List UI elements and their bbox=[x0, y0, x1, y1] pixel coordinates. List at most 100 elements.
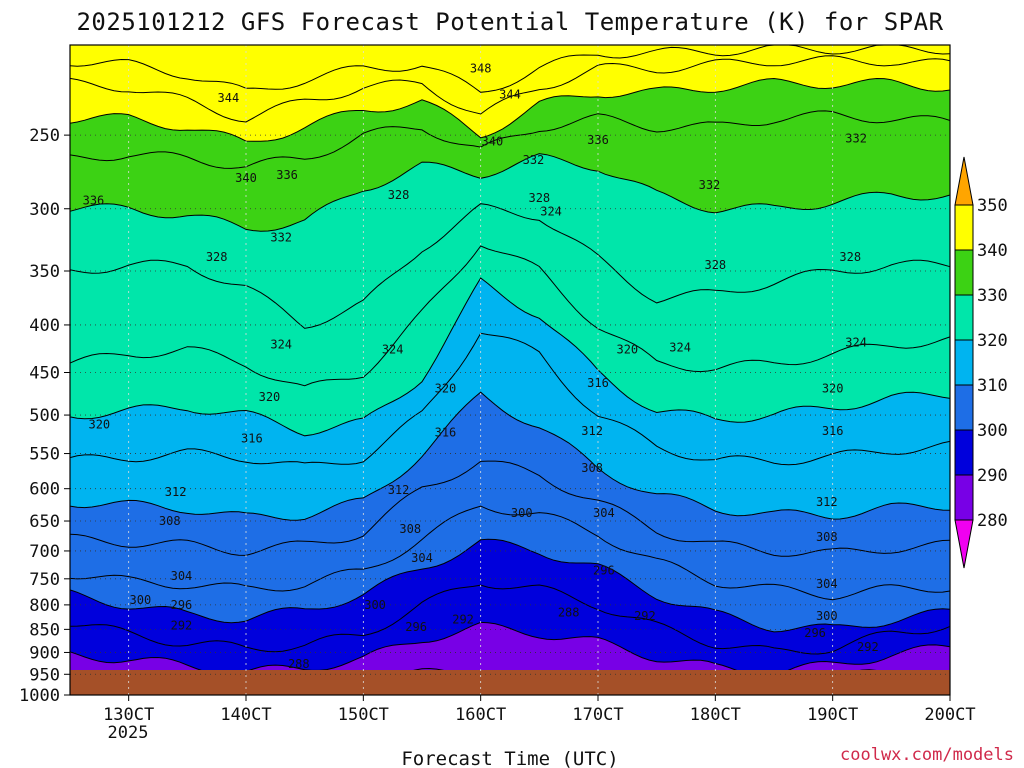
contour-label: 328 bbox=[388, 188, 410, 202]
contour-label: 332 bbox=[270, 230, 292, 244]
contour-316 bbox=[69, 332, 951, 466]
contour-label: 312 bbox=[581, 424, 603, 438]
y-tick-label: 450 bbox=[29, 364, 60, 384]
colorbar-tick-label: 330 bbox=[977, 286, 1008, 306]
chart-title: 2025101212 GFS Forecast Potential Temper… bbox=[76, 8, 943, 36]
contour-336 bbox=[69, 110, 951, 169]
contour-label: 292 bbox=[452, 613, 474, 627]
contour-label: 328 bbox=[206, 250, 228, 264]
contour-label: 316 bbox=[435, 425, 457, 439]
contour-label: 320 bbox=[435, 381, 457, 395]
contour-320 bbox=[69, 277, 951, 437]
contour-label: 292 bbox=[171, 619, 193, 633]
y-tick-label: 700 bbox=[29, 542, 60, 562]
surface-ground bbox=[70, 670, 950, 695]
colorbar-segment-300 bbox=[954, 429, 974, 476]
contour-label: 300 bbox=[364, 598, 386, 612]
contour-label: 348 bbox=[470, 62, 492, 76]
y-tick-label: 500 bbox=[29, 406, 60, 426]
contour-label: 312 bbox=[165, 485, 187, 499]
contour-label: 324 bbox=[382, 342, 404, 356]
x-tick-label: 180CT bbox=[690, 705, 741, 725]
x-tick-label: 190CT bbox=[807, 705, 858, 725]
contour-348 bbox=[69, 44, 951, 93]
colorbar: 350 340 330 320 310 300 290 280 bbox=[954, 156, 1008, 569]
contour-324 bbox=[69, 245, 951, 387]
contour-label: 320 bbox=[822, 381, 844, 395]
colorbar-tick-label: 320 bbox=[977, 331, 1008, 351]
contour-label: 308 bbox=[399, 522, 421, 536]
contour-label: 332 bbox=[699, 178, 721, 192]
contour-label: 296 bbox=[804, 626, 826, 640]
x-year-label: 2025 bbox=[108, 723, 149, 743]
colorbar-segment-310 bbox=[954, 384, 974, 431]
colorbar-segment-350 bbox=[954, 204, 974, 251]
contour-label: 336 bbox=[83, 194, 105, 208]
contour-label: 336 bbox=[587, 133, 609, 147]
contour-312 bbox=[69, 391, 951, 521]
contour-label: 308 bbox=[159, 514, 181, 528]
contour-label: 332 bbox=[523, 153, 545, 167]
colorbar-arrow-top bbox=[954, 156, 974, 206]
grid-lines bbox=[70, 45, 950, 695]
contour-label: 328 bbox=[528, 191, 550, 205]
colorbar-segment-330 bbox=[954, 294, 974, 341]
y-tick-label: 600 bbox=[29, 480, 60, 500]
contour-label: 300 bbox=[130, 593, 152, 607]
y-tick-label: 950 bbox=[29, 665, 60, 685]
x-tick-label: 150CT bbox=[338, 705, 389, 725]
contour-label: 316 bbox=[587, 376, 609, 390]
contour-label: 292 bbox=[857, 640, 879, 654]
colorbar-tick-label: 350 bbox=[977, 196, 1008, 216]
colorbar-segment-340 bbox=[954, 249, 974, 296]
colorbar-segment-290 bbox=[954, 474, 974, 521]
contour-label: 300 bbox=[511, 506, 533, 520]
y-tick-label: 650 bbox=[29, 512, 60, 532]
contour-label: 304 bbox=[816, 577, 838, 591]
y-tick-label: 750 bbox=[29, 570, 60, 590]
plot-frame bbox=[69, 44, 951, 696]
contour-label: 316 bbox=[822, 424, 844, 438]
contour-label: 300 bbox=[816, 609, 838, 623]
contour-label: 328 bbox=[839, 250, 861, 264]
contour-308 bbox=[69, 460, 951, 557]
y-tick-label: 800 bbox=[29, 596, 60, 616]
contour-label: 312 bbox=[388, 483, 410, 497]
contour-label: 344 bbox=[499, 87, 521, 101]
contour-labels: 348 344 344 340 336 332 340 336 332 332 328 328 336 3… bbox=[83, 62, 879, 671]
contour-label: 296 bbox=[171, 598, 193, 612]
contour-332 bbox=[69, 153, 951, 232]
contour-label: 296 bbox=[593, 564, 615, 578]
contour-label: 320 bbox=[616, 342, 638, 356]
contour-340 bbox=[69, 77, 951, 142]
contour-328 bbox=[69, 203, 951, 329]
y-tick-label: 850 bbox=[29, 620, 60, 640]
y-tick-label: 900 bbox=[29, 643, 60, 663]
x-axis-label: Forecast Time (UTC) bbox=[401, 748, 618, 768]
contour-label: 336 bbox=[276, 168, 298, 182]
surface-band bbox=[70, 670, 950, 695]
colorbar-tick-label: 280 bbox=[977, 511, 1008, 531]
contour-label: 304 bbox=[411, 551, 433, 565]
contour-label: 320 bbox=[88, 418, 110, 432]
colorbar-tick-label: 340 bbox=[977, 241, 1008, 261]
contour-label: 304 bbox=[593, 506, 615, 520]
contour-label: 340 bbox=[482, 135, 504, 149]
contour-label: 304 bbox=[171, 569, 193, 583]
x-tick-label: 170CT bbox=[572, 705, 623, 725]
contour-344 bbox=[69, 55, 951, 123]
contour-label: 296 bbox=[405, 620, 427, 634]
colorbar-arrow-bottom bbox=[954, 519, 974, 569]
contour-label: 308 bbox=[816, 530, 838, 544]
x-tick-label: 130CT bbox=[103, 705, 154, 725]
y-tick-label: 300 bbox=[29, 200, 60, 220]
x-tick-label: 140CT bbox=[220, 705, 271, 725]
contour-label: 344 bbox=[218, 91, 240, 105]
y-tick-label: 350 bbox=[29, 262, 60, 282]
contour-label: 324 bbox=[270, 338, 292, 352]
colorbar-segment-320 bbox=[954, 339, 974, 386]
y-tick-label: 250 bbox=[29, 126, 60, 146]
contour-label: 340 bbox=[235, 171, 257, 185]
contour-label: 312 bbox=[816, 495, 838, 509]
